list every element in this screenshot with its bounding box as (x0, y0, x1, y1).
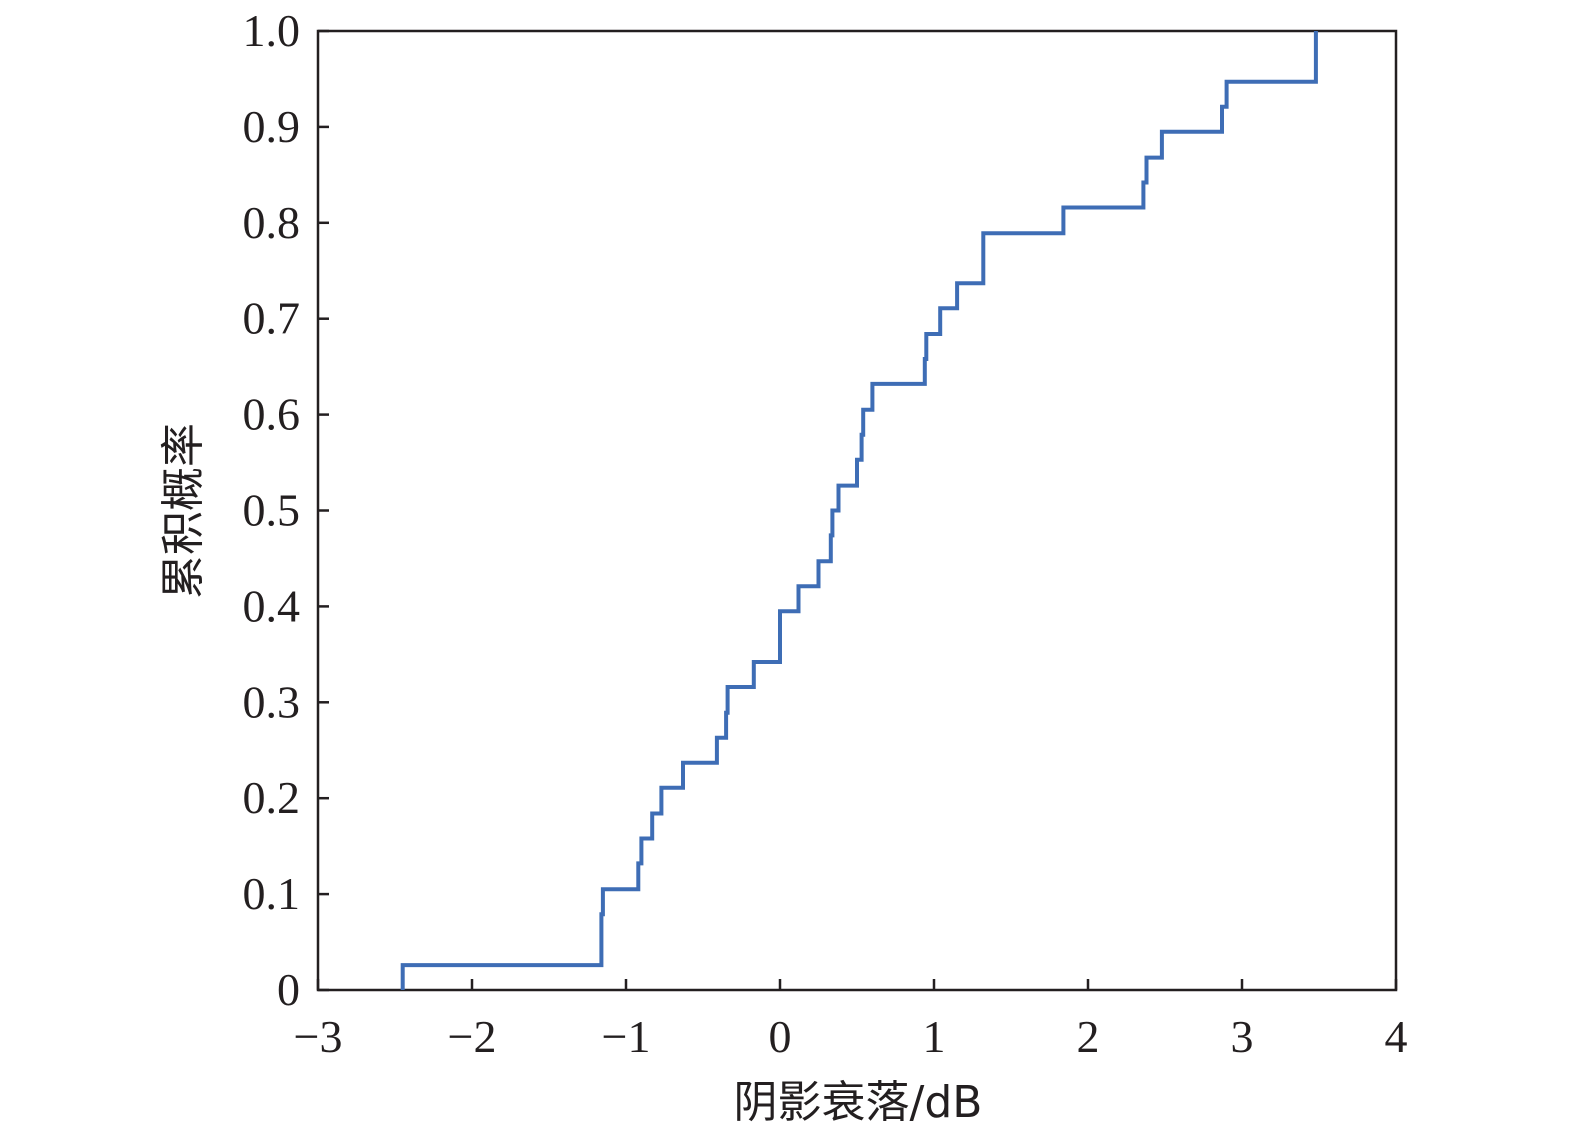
y-tick-label: 0.8 (243, 197, 301, 248)
x-tick-label: −1 (602, 1011, 651, 1062)
plot-area (316, 29, 1398, 992)
y-tick-label: 1.0 (243, 5, 301, 56)
y-tick-label: 0.1 (243, 868, 301, 919)
cdf-series-line (400, 31, 1318, 990)
x-tick-label: 4 (1385, 1011, 1408, 1062)
y-tick-label: 0.5 (243, 485, 301, 536)
x-tick-label: −3 (294, 1011, 343, 1062)
x-tick-label: 0 (769, 1011, 792, 1062)
y-axis: 0 0.1 0.2 0.3 0.4 0.5 0.6 0.7 0.8 0.9 1.0 (243, 5, 329, 1015)
y-tick-label: 0 (277, 964, 300, 1015)
y-tick-label: 0.6 (243, 389, 301, 440)
y-tick-label: 0.2 (243, 772, 301, 823)
x-axis: −3 −2 −1 0 1 2 3 4 (294, 979, 1408, 1062)
y-tick-label: 0.9 (243, 101, 301, 152)
x-tick-label: 3 (1231, 1011, 1254, 1062)
x-tick-label: 2 (1077, 1011, 1100, 1062)
x-tick-label: 1 (923, 1011, 946, 1062)
y-tick-label: 0.7 (243, 293, 301, 344)
y-tick-label: 0.3 (243, 676, 301, 727)
x-axis-title: 阴影衰落/dB (734, 1077, 983, 1128)
y-tick-label: 0.4 (243, 580, 301, 631)
plot-frame (316, 29, 1398, 992)
x-tick-label: −2 (448, 1011, 497, 1062)
y-axis-title: 累积概率 (158, 423, 209, 599)
